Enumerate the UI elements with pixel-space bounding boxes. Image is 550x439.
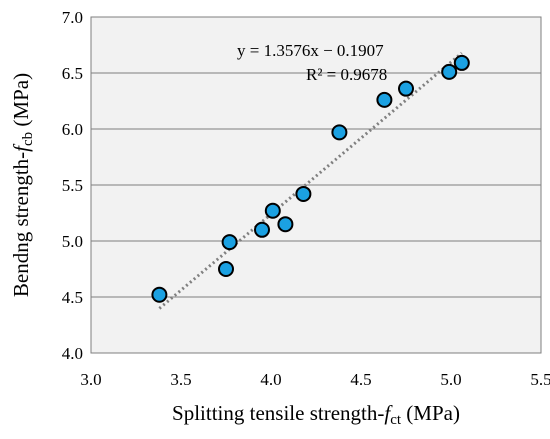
x-axis-title: Splitting tensile strength-fct (MPa) <box>172 401 460 428</box>
y-tick-label: 5.5 <box>62 176 83 195</box>
data-point <box>295 185 312 202</box>
data-point <box>218 261 234 277</box>
data-points <box>151 54 470 303</box>
data-point <box>331 124 348 141</box>
data-point <box>277 216 294 233</box>
y-tick-label: 5.0 <box>62 232 83 251</box>
trendline <box>158 51 463 310</box>
x-tick-label: 5.0 <box>440 370 461 389</box>
plot-frame <box>90 16 542 354</box>
data-point <box>441 63 458 80</box>
r-squared-label: R² = 0.9678 <box>306 65 387 84</box>
y-tick-label: 6.0 <box>62 120 83 139</box>
x-tick-label: 3.0 <box>80 370 101 389</box>
data-point <box>221 234 238 251</box>
x-tick-label: 3.5 <box>170 370 191 389</box>
y-tick-label: 4.0 <box>62 344 83 363</box>
data-point <box>254 221 270 238</box>
data-point <box>264 202 281 219</box>
x-tick-label: 5.5 <box>530 370 550 389</box>
data-point <box>398 80 414 97</box>
y-tick-label: 6.5 <box>62 64 83 83</box>
tick-labels: 4.0 4.5 5.0 5.5 6.0 6.5 7.0 3.0 3.5 4.0 4.5 5.0 5.5 <box>62 8 550 389</box>
x-tick-label: 4.0 <box>260 370 281 389</box>
y-tick-label: 4.5 <box>62 288 83 307</box>
y-axis-title: Bendng strength-fcb (MPa) <box>9 73 36 297</box>
data-point <box>151 286 168 303</box>
trendline-equation: y = 1.3576x − 0.1907 <box>237 41 384 60</box>
data-point <box>453 54 470 71</box>
x-tick-label: 4.5 <box>350 370 371 389</box>
y-tick-label: 7.0 <box>62 8 83 27</box>
data-point <box>376 91 393 108</box>
